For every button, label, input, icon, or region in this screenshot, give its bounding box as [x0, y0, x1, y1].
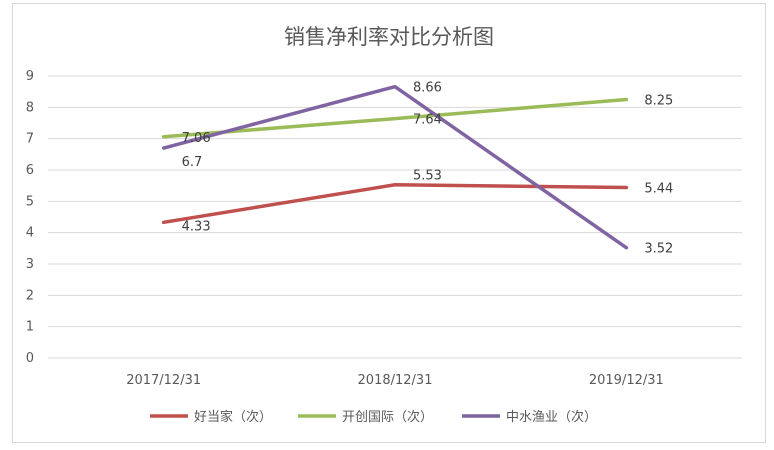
legend-label: 开创国际（次）	[342, 409, 433, 425]
y-tick-label: 7	[26, 132, 34, 147]
series-line	[161, 97, 629, 139]
y-axis: 0 1 2 3 4 5 6 7 8 9	[26, 69, 34, 366]
y-tick-label: 4	[26, 226, 34, 241]
x-tick-label: 2018/12/31	[358, 373, 433, 388]
data-label: 8.25	[644, 94, 673, 109]
data-label: 7.64	[413, 113, 442, 128]
y-tick-label: 9	[26, 69, 34, 84]
legend-label: 中水渔业（次）	[506, 409, 597, 425]
data-label: 3.52	[644, 242, 673, 257]
legend-label: 好当家（次）	[194, 409, 272, 425]
series-line	[161, 182, 629, 225]
x-tick-label: 2017/12/31	[126, 373, 201, 388]
y-tick-label: 8	[26, 100, 34, 115]
data-label: 4.33	[182, 219, 211, 234]
y-tick-label: 5	[26, 194, 34, 209]
x-tick-label: 2019/12/31	[589, 373, 664, 388]
legend: 好当家（次） 开创国际（次） 中水渔业（次）	[150, 409, 597, 425]
series-line	[161, 84, 629, 250]
data-label: 8.66	[413, 81, 442, 96]
data-label: 5.44	[644, 182, 673, 197]
x-axis: 2017/12/31 2018/12/31 2019/12/31	[126, 373, 664, 388]
data-label: 5.53	[413, 169, 442, 184]
data-label: 6.7	[182, 155, 203, 170]
chart-title: 销售净利率对比分析图	[284, 25, 494, 49]
grid	[48, 75, 742, 359]
y-tick-label: 0	[26, 351, 34, 366]
y-tick-label: 2	[26, 288, 34, 303]
y-tick-label: 1	[26, 320, 34, 335]
data-label: 7.06	[182, 131, 211, 146]
y-tick-label: 6	[26, 163, 34, 178]
plot-area	[161, 84, 629, 250]
data-labels: 4.33 5.53 5.44 7.06 7.64 8.25 6.7 8.66 3.52	[182, 81, 674, 257]
y-tick-label: 3	[26, 257, 34, 272]
